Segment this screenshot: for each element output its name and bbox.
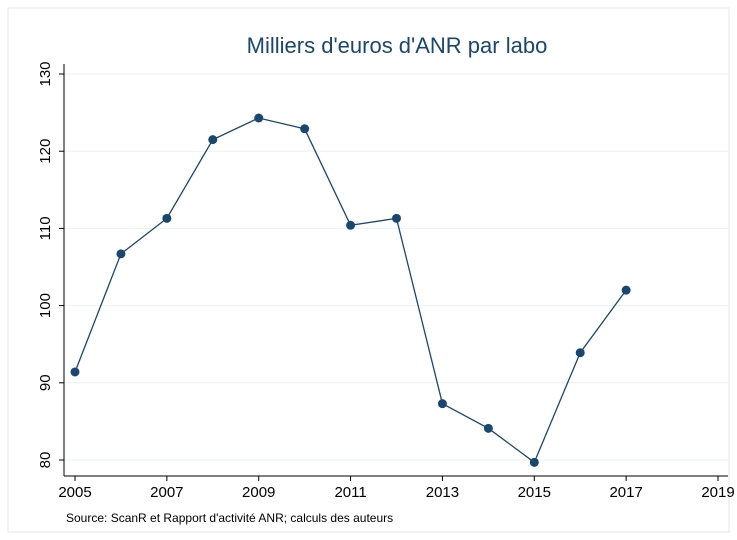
marker xyxy=(254,113,264,123)
marker xyxy=(621,285,631,295)
x-tick-label: 2017 xyxy=(609,484,642,501)
marker xyxy=(529,457,539,467)
y-tick-label: 80 xyxy=(37,452,54,469)
marker xyxy=(300,124,310,134)
x-tick-label: 2007 xyxy=(150,484,183,501)
y-tick-label: 120 xyxy=(37,139,54,164)
x-tick-label: 2011 xyxy=(334,484,366,501)
marker xyxy=(483,423,493,433)
chart-title: Milliers d'euros d'ANR par labo xyxy=(247,33,548,58)
marker xyxy=(437,399,447,409)
marker xyxy=(116,249,126,259)
x-tick-label: 2015 xyxy=(518,484,551,501)
marker xyxy=(346,220,356,230)
marker xyxy=(70,367,80,377)
x-tick-label: 2005 xyxy=(58,484,91,501)
y-tick-label: 90 xyxy=(37,374,54,391)
marker xyxy=(575,348,585,358)
marker xyxy=(162,213,172,223)
y-tick-label: 110 xyxy=(37,216,54,240)
y-tick-label: 130 xyxy=(37,61,54,86)
y-tick-label: 100 xyxy=(37,293,54,318)
source-note: Source: ScanR et Rapport d'activité ANR;… xyxy=(66,511,393,525)
x-tick-label: 2013 xyxy=(426,484,459,501)
x-tick-label: 2019 xyxy=(701,484,734,501)
frame xyxy=(7,7,730,533)
x-tick-label: 2009 xyxy=(242,484,275,501)
marker xyxy=(392,213,401,223)
marker xyxy=(208,135,218,145)
